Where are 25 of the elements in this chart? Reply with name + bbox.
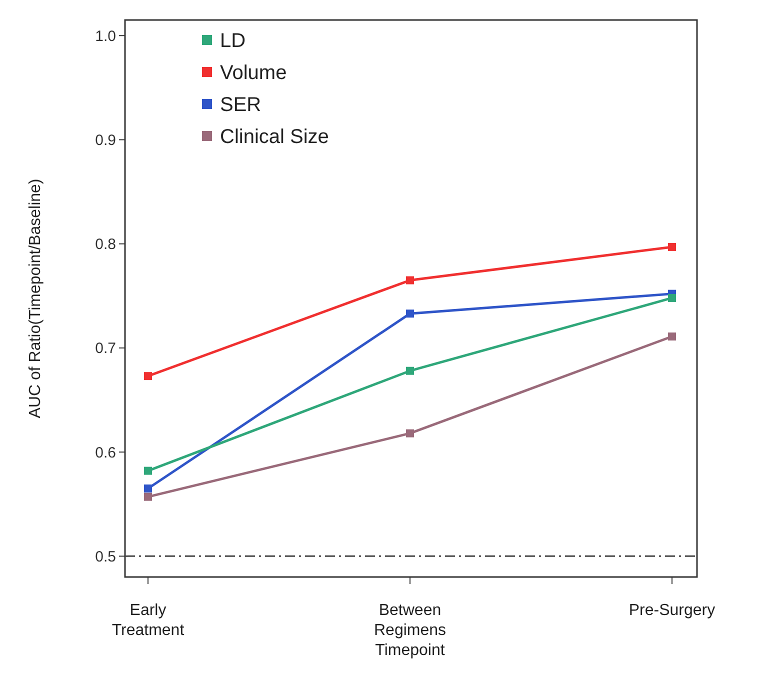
point [668,242,676,251]
point [406,366,414,375]
y-tick-label: 0.9 [95,132,116,149]
point [144,372,152,380]
legend-label: Clinical Size [220,126,329,148]
point [144,466,152,475]
y-tick-label: 0.5 [95,548,116,566]
point [668,332,676,340]
y-tick-label: 0.7 [95,340,116,358]
point [406,429,414,438]
y-tick-label: 1.0 [95,28,116,45]
y-axis-title: AUC of Ratio(Timepoint/Baseline) [27,178,44,418]
x-tick-label: Between Regimens Timepoint [374,602,446,659]
point [406,310,414,318]
y-tick-label: 0.8 [95,236,116,254]
legend-label: Volume [220,62,287,84]
point [406,276,414,284]
point [144,492,152,501]
point [144,484,152,493]
y-tick-label: 0.6 [95,444,116,462]
x-tick-label: Early Treatment [112,602,185,639]
point [668,294,676,302]
legend-label: LD [220,30,246,52]
legend-label: SER [220,94,262,116]
x-tick-label: Pre-Surgery [628,602,716,619]
